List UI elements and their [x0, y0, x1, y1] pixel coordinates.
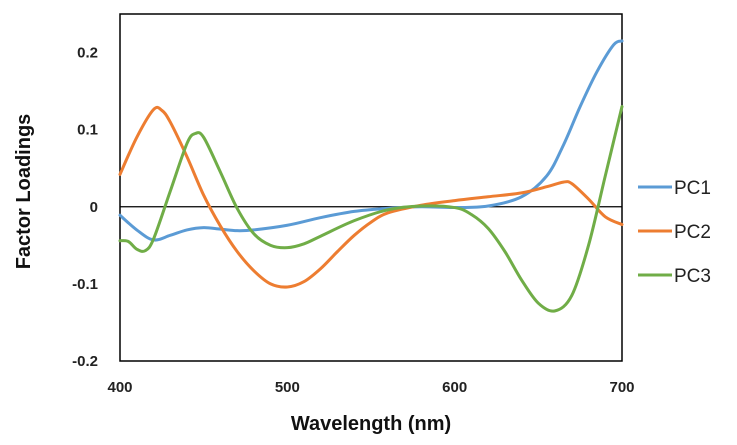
- y-tick-label: 0.1: [77, 122, 98, 139]
- legend-label-pc3: PC3: [674, 266, 711, 287]
- legend-label-pc1: PC1: [674, 178, 711, 199]
- x-axis-title: Wavelength (nm): [291, 413, 451, 435]
- series-line-pc1: [118, 39, 624, 242]
- y-tick-label: -0.2: [72, 353, 98, 370]
- y-tick-label: 0.2: [77, 45, 98, 62]
- y-tick-label: 0: [90, 199, 98, 216]
- series-line-pc2: [118, 105, 624, 289]
- y-axis-title: Factor Loadings: [13, 114, 35, 270]
- x-tick-label: 600: [442, 379, 467, 396]
- x-tick-label: 500: [275, 379, 300, 396]
- x-tick-label: 700: [609, 379, 634, 396]
- series-line-pc3: [118, 105, 624, 313]
- legend-label-pc2: PC2: [674, 222, 711, 243]
- y-tick-label: -0.1: [72, 276, 98, 293]
- x-tick-label: 400: [107, 379, 132, 396]
- legend: PC1 PC2 PC3: [638, 178, 711, 287]
